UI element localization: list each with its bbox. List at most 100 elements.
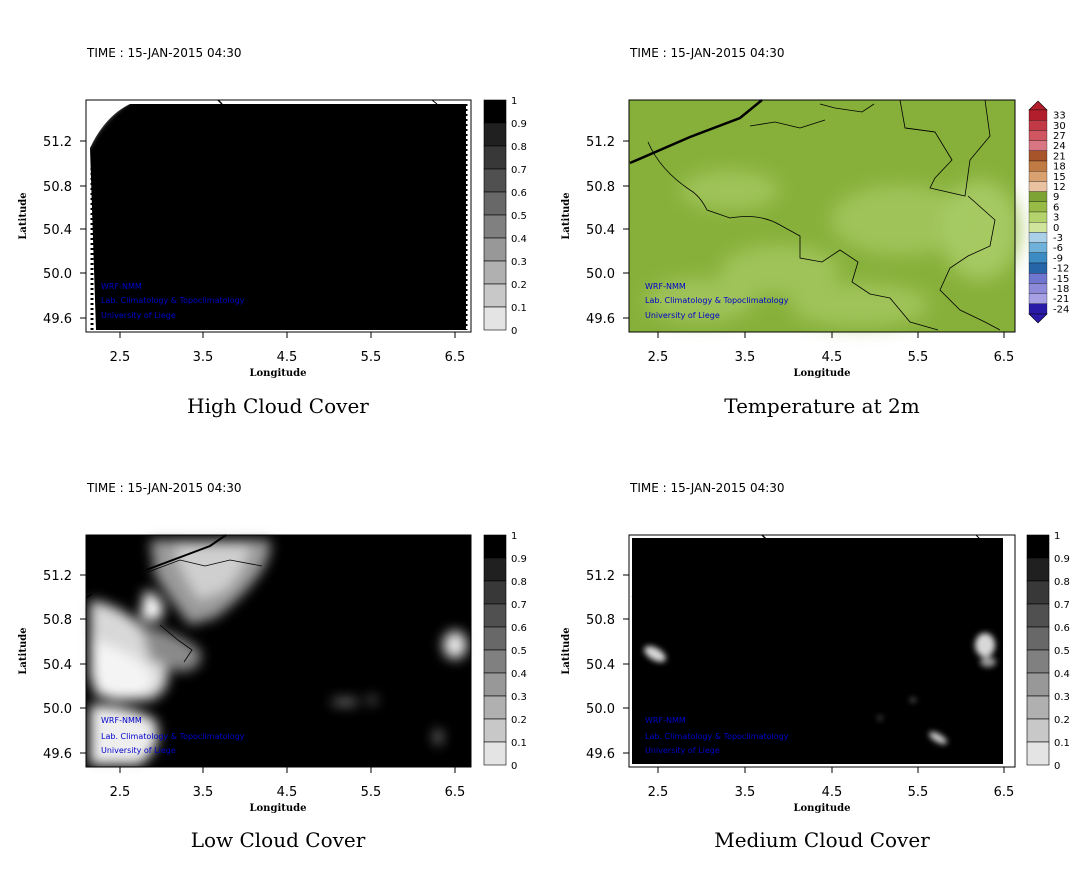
colorbar-swatch	[483, 306, 507, 331]
colorbar-swatch	[1028, 303, 1048, 315]
colorbar-swatch	[483, 718, 507, 743]
time-label: TIME : 15-JAN-2015 04:30	[629, 46, 785, 60]
x-tick-label: 5.5	[361, 350, 382, 365]
panel-high-cloud-cover: TIME : 15-JAN-2015 04:30 2.5 3.5 4.5 5.5…	[18, 46, 527, 418]
colorbar-swatch	[1028, 160, 1048, 172]
colorbar-label: 0.1	[511, 738, 527, 749]
y-axis-label: Latitude	[561, 192, 572, 239]
colorbar-swatch	[483, 580, 507, 605]
colorbar-swatch	[1026, 695, 1050, 720]
coastline	[629, 99, 763, 165]
x-tick-label: 2.5	[110, 350, 131, 365]
credit-line: Lab. Climatology & Topoclimatology	[645, 296, 789, 305]
colorbar-label: -9	[1053, 253, 1063, 264]
colorbar-swatch	[483, 260, 507, 285]
x-tick-label: 6.5	[445, 350, 466, 365]
colorbar-label: -15	[1053, 274, 1069, 285]
x-tick-label: 2.5	[110, 785, 131, 800]
y-tick-label: 51.2	[43, 135, 72, 150]
colorbar-swatch	[1028, 150, 1048, 162]
credit-line: WRF-NMM	[101, 282, 142, 291]
y-tick-label: 49.6	[586, 312, 615, 327]
colorbar-label: 0.3	[511, 257, 527, 268]
time-label: TIME : 15-JAN-2015 04:30	[86, 46, 242, 60]
colorbar-swatch	[1026, 718, 1050, 743]
x-tick-label: 6.5	[994, 785, 1015, 800]
x-tick-label: 4.5	[822, 785, 843, 800]
coastline	[145, 534, 227, 571]
colorbar-label: 30	[1053, 121, 1066, 132]
y-axis-label: Latitude	[561, 627, 572, 674]
colorbar-label: 0.8	[511, 577, 527, 588]
colorbar-label: -6	[1053, 243, 1063, 254]
plot-frame	[85, 99, 472, 333]
colorbar-label: 0	[1053, 223, 1059, 234]
x-tick-label: 2.5	[648, 785, 669, 800]
colorbar-label: 3	[1053, 213, 1059, 224]
colorbar-swatch	[483, 145, 507, 170]
y-tick-label: 51.2	[43, 569, 72, 584]
colorbar-label: 0	[511, 761, 517, 772]
credits: WRF-NMM Lab. Climatology & Topoclimatolo…	[101, 716, 245, 755]
colorbar-label: 0.2	[511, 280, 527, 291]
colorbar-swatch	[1028, 109, 1048, 121]
plot-frame	[85, 534, 472, 768]
colorbar-label: 18	[1053, 162, 1066, 173]
credit-line: WRF-NMM	[645, 716, 686, 725]
x-tick-label: 5.5	[908, 785, 929, 800]
colorbar-swatch	[483, 626, 507, 651]
y-tick-label: 49.6	[586, 747, 615, 762]
colorbar-swatch	[1026, 603, 1050, 628]
colorbar-label: 0.1	[511, 303, 527, 314]
credits: WRF-NMM Lab. Climatology & Topoclimatolo…	[645, 716, 789, 755]
time-label: TIME : 15-JAN-2015 04:30	[629, 481, 785, 495]
x-axis-label: Longitude	[793, 368, 850, 379]
colorbar-label: -12	[1053, 264, 1069, 275]
colorbar-label: 0.2	[1054, 715, 1070, 726]
colorbar-swatch	[483, 649, 507, 674]
panel-low-cloud-cover: TIME : 15-JAN-2015 04:30	[18, 481, 527, 852]
credit-line: Lab. Climatology & Topoclimatology	[645, 732, 789, 741]
credits: WRF-NMM Lab. Climatology & Topoclimatolo…	[645, 282, 789, 320]
colorbar-swatch	[1028, 293, 1048, 304]
time-label: TIME : 15-JAN-2015 04:30	[86, 481, 242, 495]
colorbar-swatch	[483, 214, 507, 239]
colorbar-swatch	[1026, 580, 1050, 605]
colorbar-swatch	[483, 695, 507, 720]
credit-line: University of Liege	[645, 311, 720, 320]
colorbar-swatch	[1028, 242, 1048, 253]
colorbar-swatch	[1028, 171, 1048, 182]
colorbar: 1 0.9 0.8 0.7 0.6 0.5 0.4 0.3 0.2 0.1 0	[483, 531, 527, 772]
y-ticks: 51.2 50.8 50.4 50.0 49.6	[586, 569, 629, 762]
y-tick-label: 50.8	[43, 180, 72, 195]
x-axis-label: Longitude	[249, 368, 306, 379]
x-ticks: 2.5 3.5 4.5 5.5 6.5	[110, 767, 465, 800]
credit-line: University of Liege	[101, 311, 176, 320]
y-tick-label: 50.0	[586, 267, 615, 282]
y-ticks: 51.2 50.8 50.4 50.0 49.6	[586, 135, 629, 327]
colorbar-label: 6	[1053, 202, 1059, 213]
colorbar-label: 0	[1054, 761, 1060, 772]
colorbar-arrow-bottom	[1028, 313, 1048, 324]
panel-medium-cloud-cover: TIME : 15-JAN-2015 04:30 2.5 3.5 4.5	[561, 481, 1070, 852]
colorbar-swatch	[1028, 181, 1048, 192]
colorbar-swatch	[1026, 741, 1050, 766]
colorbar-arrow-top	[1028, 100, 1048, 111]
plot-frame	[628, 99, 1016, 333]
field-high-cloud	[86, 99, 468, 330]
colorbar-label: -3	[1053, 233, 1063, 244]
credit-line: WRF-NMM	[645, 282, 686, 291]
y-tick-label: 49.6	[43, 312, 72, 327]
colorbar-swatch	[483, 741, 507, 766]
colorbar-swatch	[483, 672, 507, 697]
colorbar-label: 15	[1053, 172, 1066, 183]
y-ticks: 51.2 50.8 50.4 50.0 49.6	[43, 135, 86, 327]
colorbar-swatch	[1028, 232, 1048, 243]
colorbar-swatch	[483, 168, 507, 193]
credit-line: Lab. Climatology & Topoclimatology	[101, 296, 245, 305]
y-axis-label: Latitude	[18, 627, 29, 674]
y-tick-label: 50.0	[586, 702, 615, 717]
x-tick-label: 3.5	[193, 350, 214, 365]
y-tick-label: 50.0	[43, 702, 72, 717]
